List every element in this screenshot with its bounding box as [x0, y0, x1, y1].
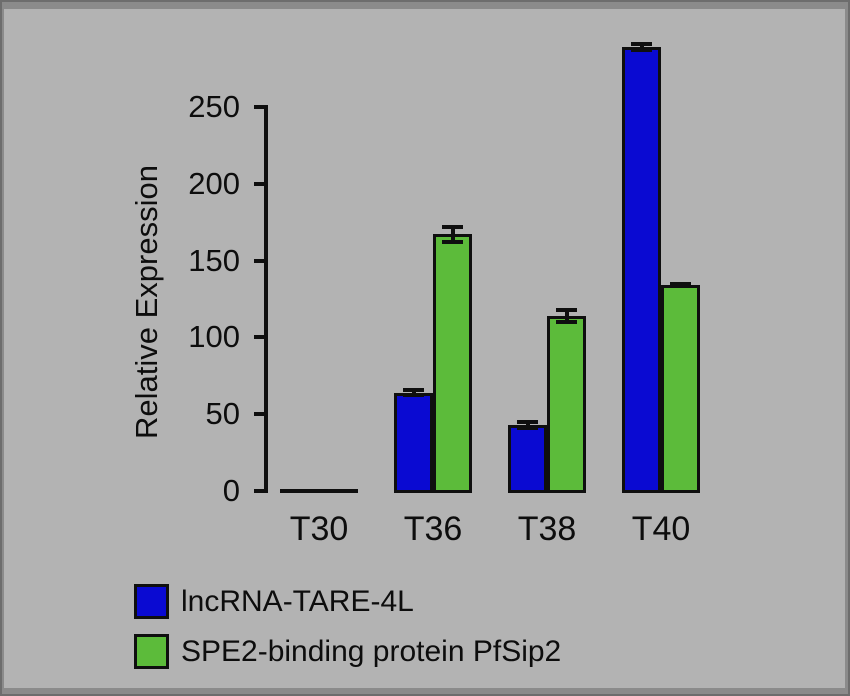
error-cap-bottom-T40-s1: [670, 284, 691, 289]
x-tick-label-T40: T40: [631, 510, 691, 548]
legend-swatch-blue: [134, 584, 169, 619]
bar-T36-s0: [394, 392, 433, 493]
bar-T40-s1: [661, 285, 700, 493]
error-cap-bottom-T38-s1: [556, 319, 577, 324]
y-axis-tick-150: [254, 258, 264, 263]
error-cap-top-T38-s1: [556, 308, 577, 313]
y-axis-tick-50: [254, 412, 264, 417]
bar-T38-s0: [508, 424, 547, 493]
chart-canvas: [4, 9, 845, 688]
legend-item-lncrna-tare-4l: lncRNA-TARE-4L: [134, 584, 561, 619]
y-tick-label-50: 50: [205, 396, 240, 432]
x-tick-label-T36: T36: [403, 510, 463, 548]
bar-T38-s1: [547, 315, 586, 493]
error-cap-bottom-T36-s0: [403, 393, 424, 398]
error-bar-T40-s0: [639, 42, 644, 52]
bar-T36-s1: [433, 234, 472, 493]
y-tick-label-250: 250: [188, 89, 240, 124]
error-bar-T36-s0: [411, 388, 416, 398]
error-cap-bottom-T38-s0: [517, 425, 538, 430]
error-cap-top-T40-s0: [631, 42, 652, 47]
x-tick-label-T30: T30: [289, 510, 349, 548]
legend-label-spe2-pfsip2: SPE2-binding protein PfSip2: [181, 634, 562, 668]
zero-bar-T30-s0: [280, 489, 319, 493]
y-axis-line: [264, 105, 268, 493]
legend: lncRNA-TARE-4L SPE2-binding protein PfSi…: [134, 584, 561, 684]
error-cap-top-T36-s1: [442, 225, 463, 230]
error-bar-T38-s0: [525, 420, 530, 430]
error-bar-T36-s1: [450, 225, 455, 244]
error-cap-top-T38-s0: [517, 420, 538, 425]
y-tick-label-150: 150: [188, 242, 240, 278]
legend-swatch-green: [134, 634, 169, 669]
error-cap-top-T36-s0: [403, 388, 424, 393]
y-tick-label-0: 0: [222, 473, 240, 508]
zero-bar-T30-s1: [319, 489, 358, 493]
error-bar-T38-s1: [564, 308, 569, 324]
error-cap-bottom-T36-s1: [442, 239, 463, 244]
legend-item-spe2-pfsip2: SPE2-binding protein PfSip2: [134, 634, 561, 669]
x-tick-label-T38: T38: [517, 510, 577, 548]
y-axis-tick-100: [254, 335, 264, 340]
y-tick-label-200: 200: [188, 165, 240, 201]
y-tick-label-100: 100: [188, 319, 240, 355]
bar-T40-s0: [622, 47, 661, 493]
y-axis-tick-250: [254, 105, 264, 109]
y-axis-tick-0: [254, 489, 264, 493]
error-cap-bottom-T40-s0: [631, 47, 652, 52]
legend-label-lncrna-tare-4l: lncRNA-TARE-4L: [181, 584, 414, 618]
y-axis-tick-200: [254, 181, 264, 186]
error-cap-top-T40-s1: [670, 282, 691, 287]
